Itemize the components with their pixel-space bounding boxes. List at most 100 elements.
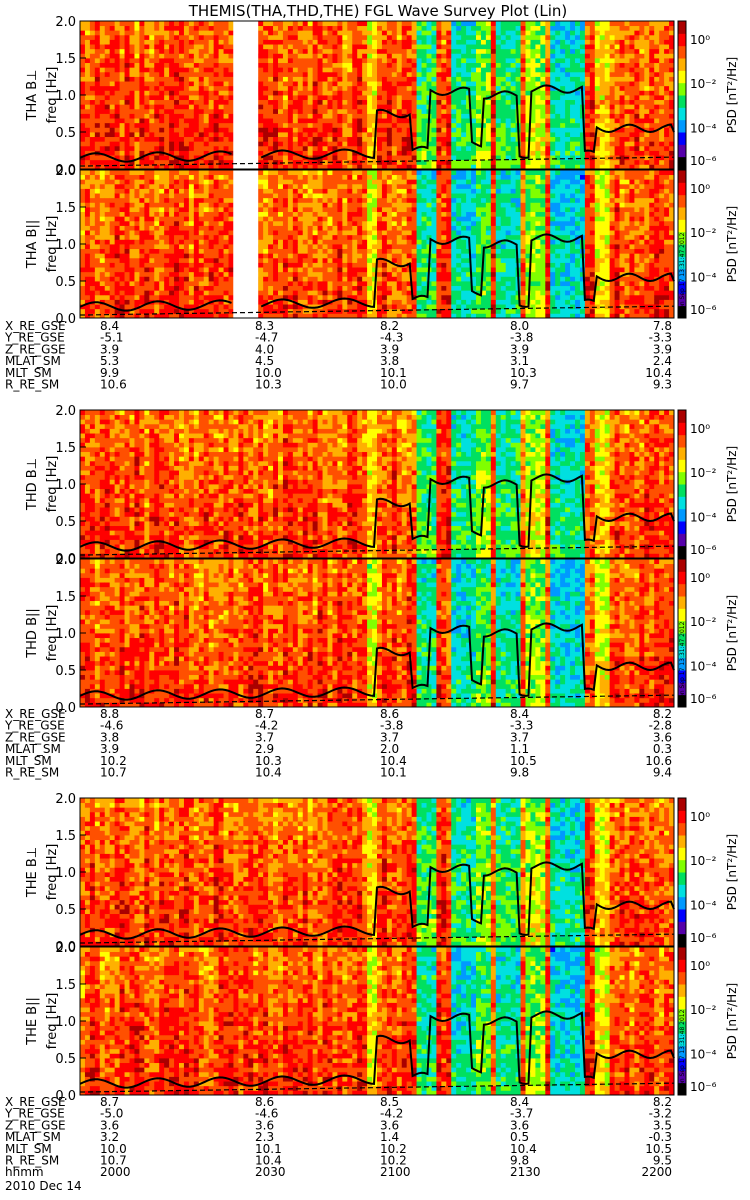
spectrogram-cell bbox=[599, 150, 606, 156]
spectrogram-cell bbox=[411, 76, 417, 82]
spectrogram-cell bbox=[282, 118, 289, 124]
spectrogram-cell bbox=[342, 164, 348, 170]
spectrogram-cell bbox=[174, 257, 180, 263]
spectrogram-cell bbox=[114, 267, 120, 273]
spectrogram-cell bbox=[619, 145, 625, 151]
spectrogram-cell bbox=[406, 25, 413, 31]
spectrogram-cell bbox=[129, 299, 135, 305]
spectrogram-cell bbox=[555, 108, 561, 114]
spectrogram-cell bbox=[377, 122, 383, 128]
spectrogram-cell bbox=[154, 253, 160, 259]
spectrogram-cell bbox=[495, 136, 502, 142]
spectrogram-cell bbox=[104, 141, 111, 147]
spectrogram-cell bbox=[203, 25, 210, 31]
spectrogram-cell bbox=[357, 81, 363, 87]
spectrogram-cell bbox=[109, 230, 116, 236]
spectrogram-cell bbox=[441, 150, 447, 156]
spectrogram-cell bbox=[193, 248, 200, 254]
spectrogram-cell bbox=[545, 81, 551, 87]
spectrogram-cell bbox=[654, 21, 660, 27]
spectrogram-cell bbox=[431, 76, 437, 82]
spectrogram-cell bbox=[174, 76, 180, 82]
spectrogram-cell bbox=[411, 85, 417, 91]
spectrogram-cell bbox=[193, 21, 200, 27]
spectrogram-cell bbox=[540, 76, 546, 82]
spectrogram-cell bbox=[575, 39, 581, 45]
spectrogram-cell bbox=[223, 34, 229, 40]
spectrogram-cell bbox=[584, 48, 591, 54]
spectrogram-cell bbox=[396, 21, 403, 27]
spectrogram-cell bbox=[80, 285, 86, 291]
spectrogram-cell bbox=[273, 136, 279, 142]
spectrogram-cell bbox=[421, 95, 427, 101]
spectrogram-cell bbox=[193, 193, 200, 199]
spectrogram-cell bbox=[114, 39, 120, 45]
colorbar-tick-label: 10⁰ bbox=[690, 33, 710, 47]
spectrogram-cell bbox=[352, 145, 358, 151]
spectrogram-cell bbox=[129, 170, 135, 176]
spectrogram-cell bbox=[654, 122, 660, 128]
spectrogram-cell bbox=[505, 155, 512, 161]
spectrogram-cell bbox=[441, 104, 447, 110]
spectrogram-cell bbox=[297, 53, 304, 59]
spectrogram-cell bbox=[461, 25, 467, 31]
spectrogram-cell bbox=[510, 108, 516, 114]
spectrogram-cell bbox=[164, 90, 170, 96]
spectrogram-cell bbox=[570, 34, 576, 40]
spectrogram-cell bbox=[109, 159, 116, 165]
spectrogram-cell bbox=[505, 95, 512, 101]
spectrogram-cell bbox=[659, 150, 665, 156]
spectrogram-cell bbox=[659, 58, 665, 64]
spectrogram-cell bbox=[644, 108, 650, 114]
spectrogram-cell bbox=[372, 34, 378, 40]
spectrogram-cell bbox=[104, 164, 111, 170]
spectrogram-cell bbox=[139, 150, 145, 156]
spectrogram-cell bbox=[500, 81, 507, 87]
spectrogram-cell bbox=[421, 159, 427, 165]
spectrogram-cell bbox=[218, 248, 224, 254]
spectrogram-cell bbox=[599, 58, 606, 64]
spectrogram-cell bbox=[570, 108, 576, 114]
spectrogram-cell bbox=[490, 122, 497, 128]
spectrogram-cell bbox=[278, 132, 284, 138]
spectrogram-cell bbox=[80, 207, 86, 213]
spectrogram-cell bbox=[169, 127, 175, 133]
spectrogram-cell bbox=[193, 30, 200, 36]
spectrogram-cell bbox=[282, 25, 289, 31]
spectrogram-cell bbox=[480, 81, 487, 87]
spectrogram-cell bbox=[579, 58, 586, 64]
spectrogram-cell bbox=[139, 25, 145, 31]
spectrogram-cell bbox=[540, 141, 546, 147]
spectrogram-cell bbox=[377, 76, 383, 82]
spectrogram-cell bbox=[659, 141, 665, 147]
spectrogram-cell bbox=[109, 313, 116, 319]
spectrogram-cell bbox=[471, 76, 477, 82]
spectrogram-cell bbox=[560, 21, 566, 27]
spectrogram-cell bbox=[80, 248, 86, 254]
spectrogram-cell bbox=[362, 39, 368, 45]
spectrogram-cell bbox=[357, 76, 363, 82]
spectrogram-cell bbox=[505, 48, 512, 54]
spectrogram-cell bbox=[535, 155, 541, 161]
spectrogram-cell bbox=[396, 159, 403, 165]
spectrogram-cell bbox=[634, 67, 640, 73]
spectrogram-cell bbox=[446, 76, 452, 82]
spectrogram-cell bbox=[80, 71, 86, 77]
spectrogram-cell bbox=[223, 85, 229, 91]
spectrogram-cell bbox=[89, 276, 96, 282]
spectrogram-cell bbox=[659, 48, 665, 54]
spectrogram-cell bbox=[431, 145, 437, 151]
spectrogram-cell bbox=[174, 122, 180, 128]
spectrogram-cell bbox=[357, 108, 363, 114]
spectrogram-cell bbox=[188, 276, 195, 282]
spectrogram-cell bbox=[144, 132, 150, 138]
spectrogram-cell bbox=[159, 179, 165, 185]
spectrogram-cell bbox=[198, 299, 205, 305]
spectrogram-cell bbox=[406, 99, 413, 105]
spectrogram-cell bbox=[495, 44, 502, 50]
spectrogram-cell bbox=[154, 304, 160, 310]
spectrogram-cell bbox=[119, 141, 125, 147]
spectrogram-cell bbox=[624, 71, 630, 77]
spectrogram-cell bbox=[421, 104, 427, 110]
spectrogram-cell bbox=[124, 30, 130, 36]
